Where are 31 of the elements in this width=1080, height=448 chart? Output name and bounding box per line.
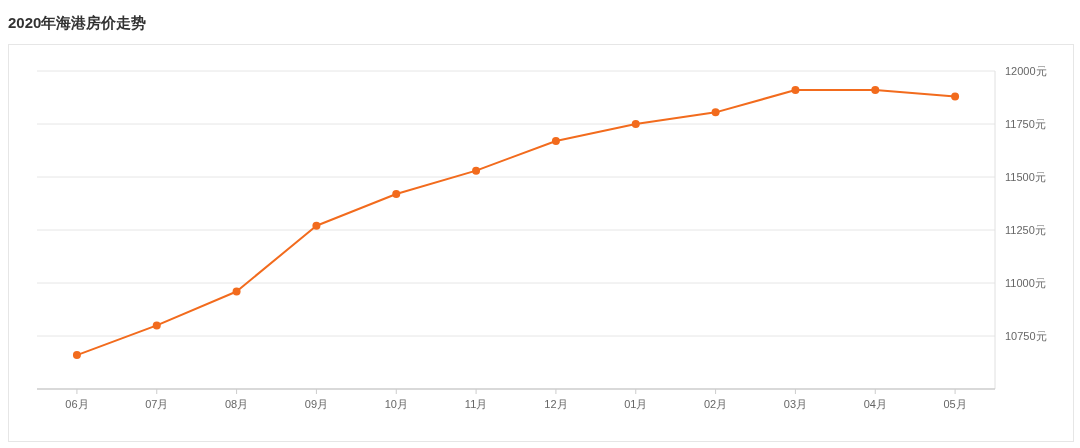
point <box>72 351 81 360</box>
x-tick-label: 06月 <box>65 398 89 410</box>
point <box>711 108 720 117</box>
x-tick-label: 11月 <box>464 398 488 410</box>
point <box>551 136 560 145</box>
x-tick-label: 05月 <box>943 398 967 410</box>
point <box>631 120 640 128</box>
point <box>791 86 800 95</box>
x-tick-label: 12月 <box>544 398 568 410</box>
point <box>392 189 401 198</box>
point <box>152 321 161 330</box>
point <box>232 287 241 296</box>
y-tick-label: 11000元 <box>1005 277 1046 289</box>
x-tick-label: 09月 <box>304 398 329 410</box>
point <box>951 92 960 101</box>
x-tick-label: 10月 <box>384 398 408 410</box>
title: 2020年海港房价走势 <box>8 14 147 31</box>
x-tick-label: 03月 <box>783 398 808 410</box>
point <box>871 86 880 95</box>
y-tick-label: 10750元 <box>1005 330 1047 342</box>
point <box>312 221 321 230</box>
x-tick-label: 04月 <box>863 398 887 410</box>
x-tick-label: 02月 <box>703 398 728 410</box>
x-tick-label: 01月 <box>624 398 648 410</box>
y-tick-label: 12000元 <box>1005 65 1047 77</box>
y-tick-label: 11250元 <box>1005 224 1046 236</box>
x-tick-label: 08月 <box>224 398 249 410</box>
point <box>472 166 481 175</box>
x-tick-label: 07月 <box>145 398 169 410</box>
y-tick-label: 11500元 <box>1005 171 1046 183</box>
y-tick-label: 11750元 <box>1005 118 1046 130</box>
